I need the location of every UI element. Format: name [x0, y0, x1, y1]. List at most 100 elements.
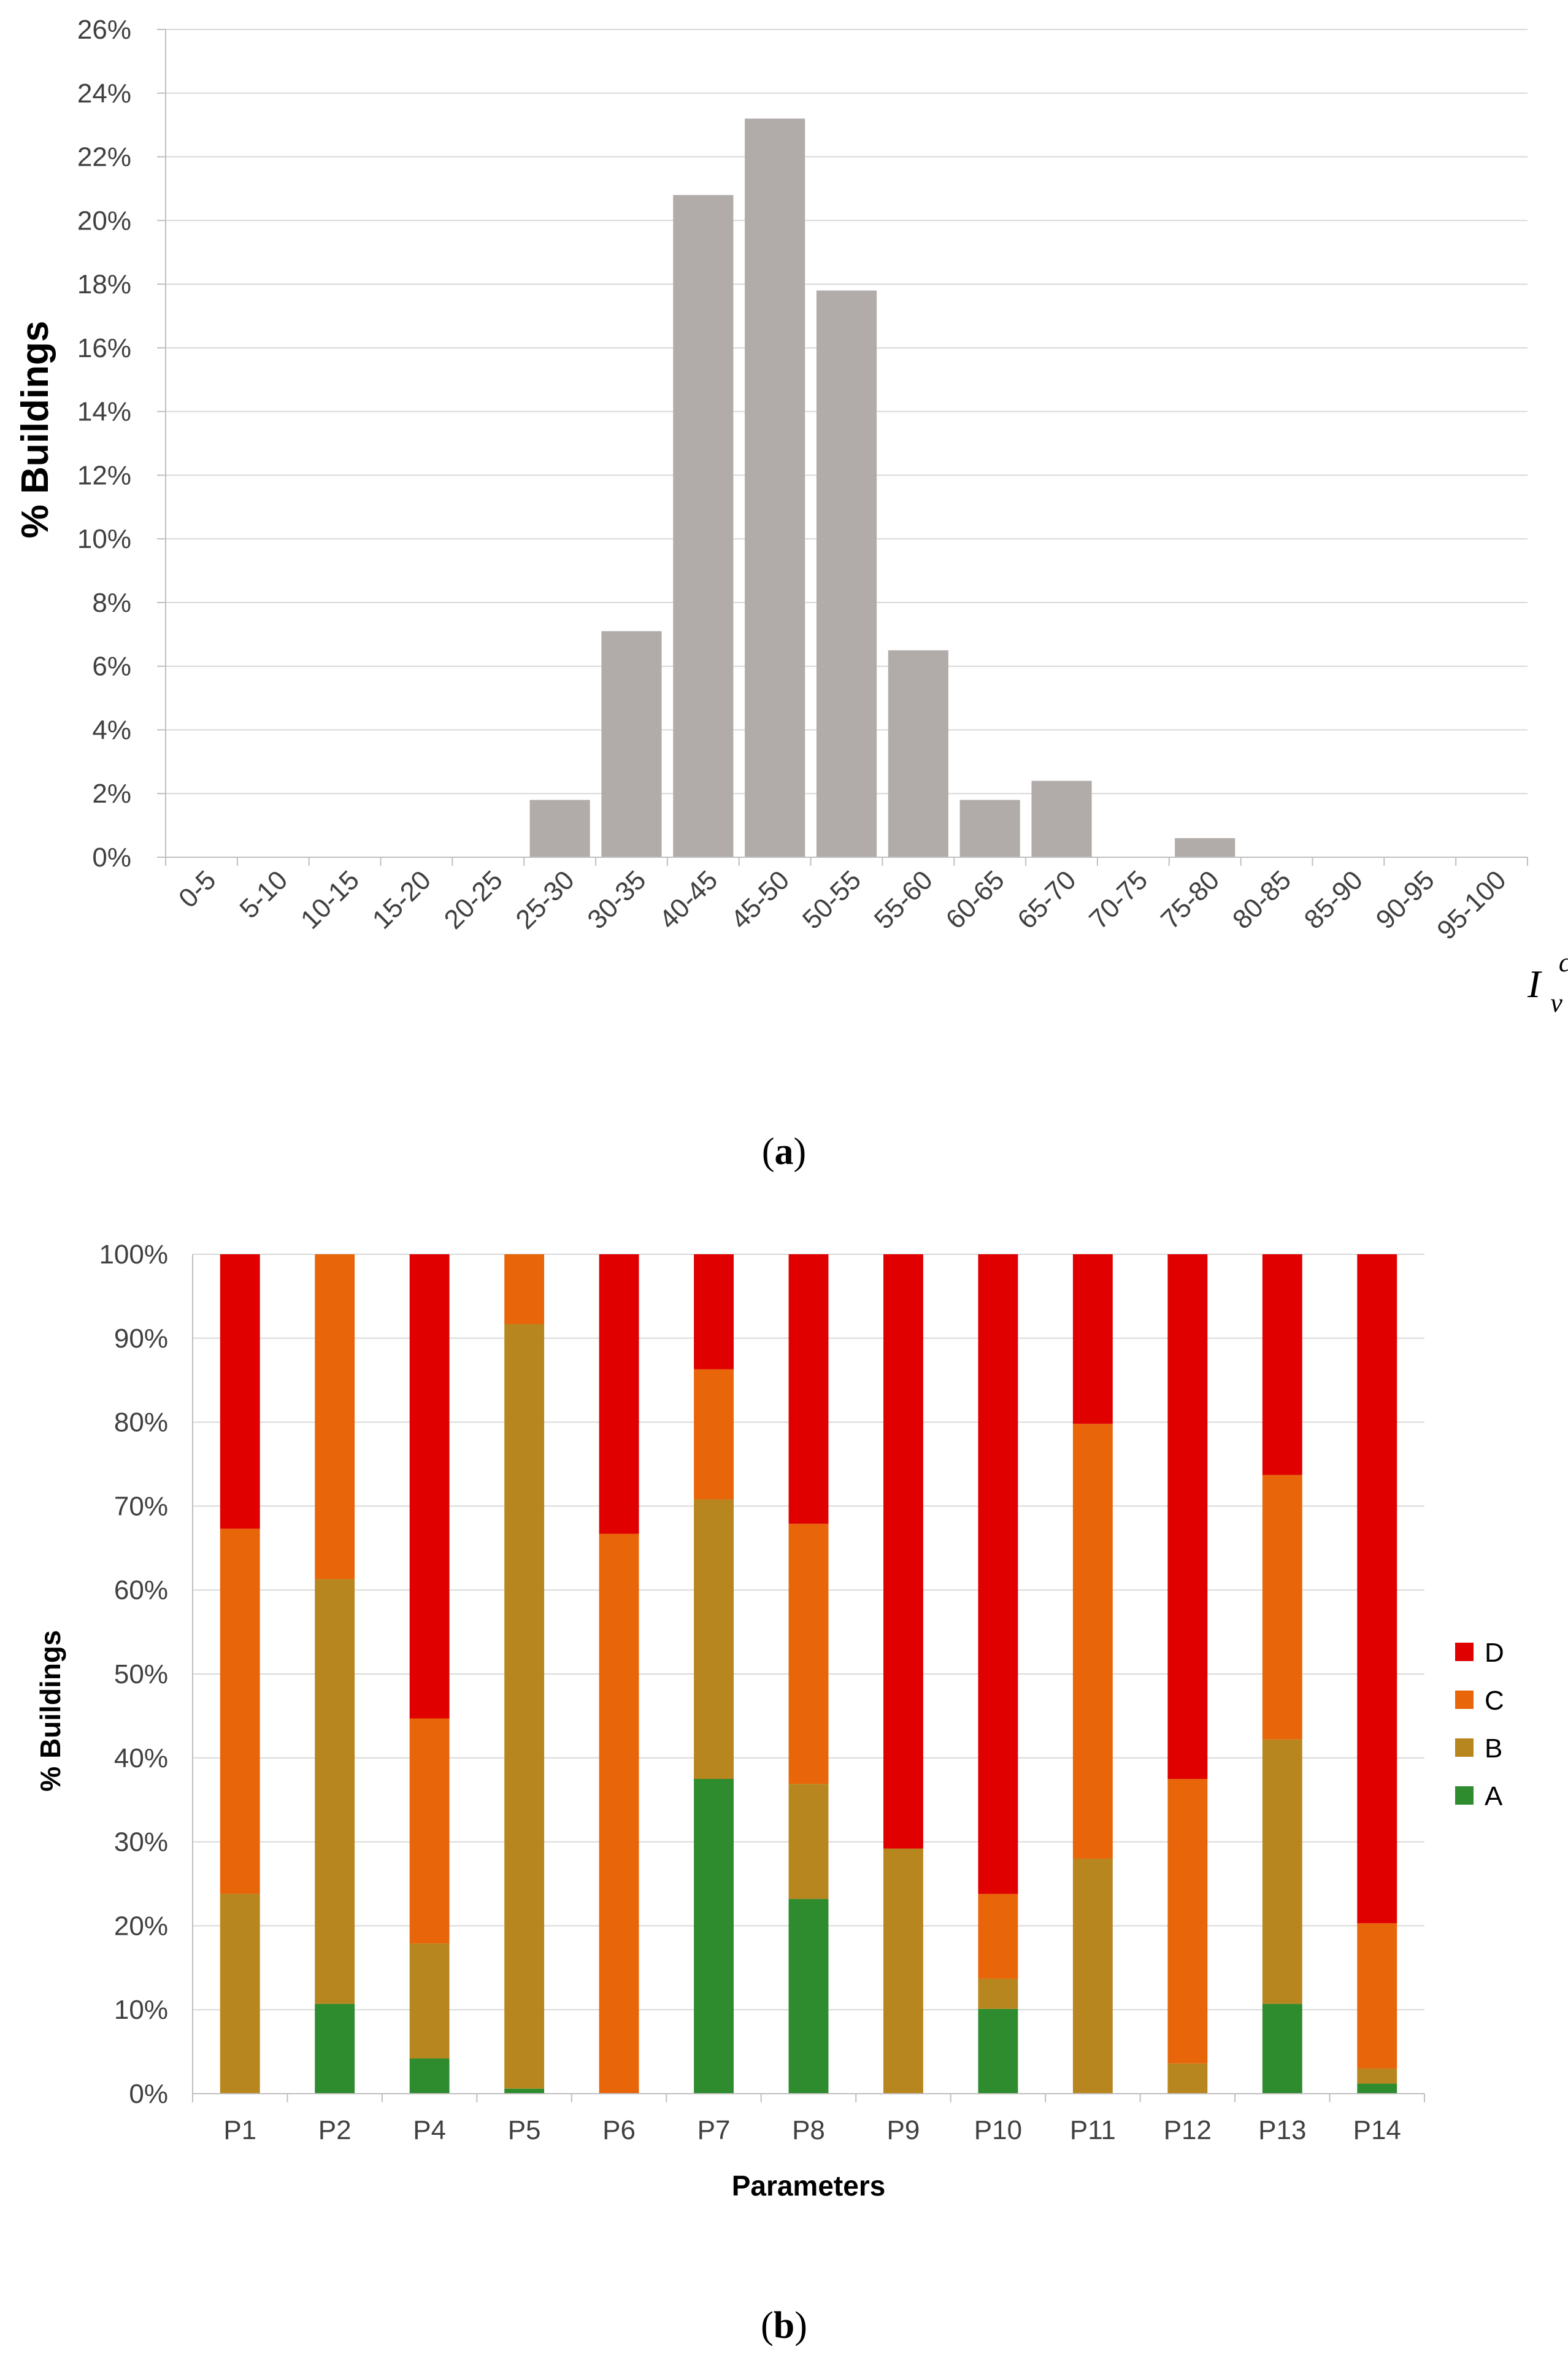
a-x-axis-sup: cc [1559, 947, 1568, 978]
b-bar-segment-a [694, 1779, 734, 2094]
b-y-tick-label: 60% [114, 1575, 168, 1605]
b-legend-label-a: A [1485, 1781, 1503, 1811]
b-bar-segment-d [1357, 1254, 1397, 1924]
b-y-tick-label: 40% [114, 1743, 168, 1773]
b-x-tick-label: P6 [602, 2115, 636, 2145]
b-legend-label-b: B [1485, 1733, 1502, 1764]
b-bar-segment-a [1262, 2003, 1302, 2094]
b-x-tick-label: P9 [887, 2115, 920, 2145]
b-axes [192, 1254, 1425, 2102]
b-x-tick-label: P13 [1258, 2115, 1306, 2145]
caption-b: (b) [761, 2305, 807, 2347]
b-bar-segment-a [315, 2003, 355, 2094]
a-bars [529, 118, 1236, 858]
a-bar [888, 650, 948, 857]
b-bar-segment-b [1262, 1739, 1302, 2004]
b-bar-segment-d [694, 1254, 734, 1370]
b-legend-swatch-b [1455, 1738, 1474, 1757]
b-bar-segment-d [1072, 1254, 1113, 1424]
b-bar-segment-c [978, 1894, 1018, 1979]
caption-a: (a) [762, 1131, 806, 1173]
b-y-tick-label: 70% [114, 1491, 168, 1521]
caption-b-letter: b [774, 2305, 794, 2347]
b-bar-segment-b [1167, 2063, 1208, 2094]
b-bar-segment-b [315, 1579, 355, 2004]
a-bar [959, 800, 1020, 857]
a-y-tick-label: 10% [77, 524, 131, 554]
stacked-bar-chart: 0% 10% 20% 30% 40% 50% 60% 70% 80% 90% 100% P1 P2 P4… [34, 1240, 1504, 2202]
b-y-tick-label: 80% [114, 1408, 168, 1438]
a-axes [157, 29, 1528, 866]
a-bar [1175, 838, 1236, 857]
b-x-tick-label: P11 [1070, 2115, 1116, 2145]
b-x-tick-label: P10 [974, 2115, 1022, 2145]
b-bar-segment-c [220, 1529, 260, 1894]
b-bar-segment-d [788, 1254, 829, 1524]
b-bar-segment-d [409, 1254, 450, 1719]
a-y-tick-label: 0% [92, 843, 131, 873]
a-y-tick-label: 22% [77, 142, 131, 172]
b-bar-segment-d [883, 1254, 923, 1849]
b-y-tick-label: 100% [99, 1240, 168, 1270]
b-bar-segment-c [788, 1524, 829, 1784]
a-bar [529, 800, 590, 857]
b-bar-segment-c [504, 1254, 545, 1324]
b-bar-segment-b [978, 1978, 1018, 2009]
b-bar-segment-b [1357, 2068, 1397, 2084]
a-y-tick-label: 4% [92, 715, 131, 745]
a-y-tick-labels: 0% 2% 4% 6% 8% 10% 12% 14% 16% 18% 20% 22% 24% 26% [77, 15, 131, 873]
b-bar-segment-c [409, 1718, 450, 1944]
b-legend-swatch-c [1455, 1691, 1474, 1709]
b-bar-segment-b [409, 1943, 450, 2059]
a-x-axis-main: I [1527, 962, 1542, 1006]
b-y-tick-labels: 0% 10% 20% 30% 40% 50% 60% 70% 80% 90% 100% [99, 1240, 168, 2109]
b-bar-segment-d [1262, 1254, 1302, 1475]
b-x-tick-label: P2 [318, 2115, 352, 2145]
b-bar-segment-b [504, 1324, 545, 2089]
b-x-tick-labels: P1 P2 P4 P5 P6 P7 P8 P9 P10 P11 P12 P13 P14 [223, 2115, 1401, 2145]
a-y-tick-label: 2% [92, 779, 131, 809]
a-y-tick-label: 26% [77, 15, 131, 45]
b-legend-swatch-d [1455, 1643, 1474, 1661]
b-bar-segment-a [788, 1899, 829, 2094]
a-y-tick-label: 12% [77, 460, 131, 490]
b-bar-segment-a [409, 2058, 450, 2094]
a-y-tick-label: 6% [92, 652, 131, 682]
b-bar-segment-c [1072, 1424, 1113, 1859]
b-bar-segment-c [315, 1254, 355, 1579]
b-y-axis-title: % Buildings [34, 1630, 66, 1791]
a-x-axis-sub: v [1550, 988, 1562, 1018]
b-bar-segment-c [1167, 1779, 1208, 2064]
b-bar-segment-b [1072, 1858, 1113, 2094]
b-bar-segment-c [1262, 1475, 1302, 1740]
b-x-tick-label: P14 [1353, 2115, 1401, 2145]
b-bar-segment-c [1357, 1923, 1397, 2069]
b-bar-segment-b [694, 1499, 734, 1779]
b-bar-segment-d [978, 1254, 1018, 1894]
b-y-tick-label: 20% [114, 1911, 168, 1941]
a-y-axis-title: % Buildings [14, 321, 56, 539]
a-bar [601, 631, 662, 857]
b-bar-segment-a [504, 2088, 545, 2094]
b-x-tick-label: P1 [223, 2115, 256, 2145]
a-y-tick-label: 8% [92, 588, 131, 618]
b-legend-swatch-a [1455, 1786, 1474, 1805]
b-x-tick-label: P8 [792, 2115, 825, 2145]
b-legend-label-c: C [1485, 1686, 1504, 1716]
b-bar-segment-d [220, 1254, 260, 1529]
a-y-tick-label: 24% [77, 79, 131, 109]
b-bar-segment-c [694, 1369, 734, 1500]
b-x-tick-label: P7 [698, 2115, 731, 2145]
b-bar-segment-a [1357, 2083, 1397, 2094]
b-bars [220, 1254, 1397, 2094]
a-x-axis-title: I v cc [1527, 947, 1568, 1020]
b-bar-segment-d [1167, 1254, 1208, 1779]
b-bar-segment-b [788, 1784, 829, 1899]
b-bar-segment-b [220, 1894, 260, 2094]
caption-a-letter: a [775, 1131, 794, 1173]
b-y-tick-label: 0% [129, 2079, 168, 2109]
a-bar [745, 118, 805, 858]
b-x-axis-title: Parameters [732, 2170, 886, 2202]
a-bar [1031, 781, 1092, 857]
b-bar-segment-c [599, 1533, 639, 2094]
